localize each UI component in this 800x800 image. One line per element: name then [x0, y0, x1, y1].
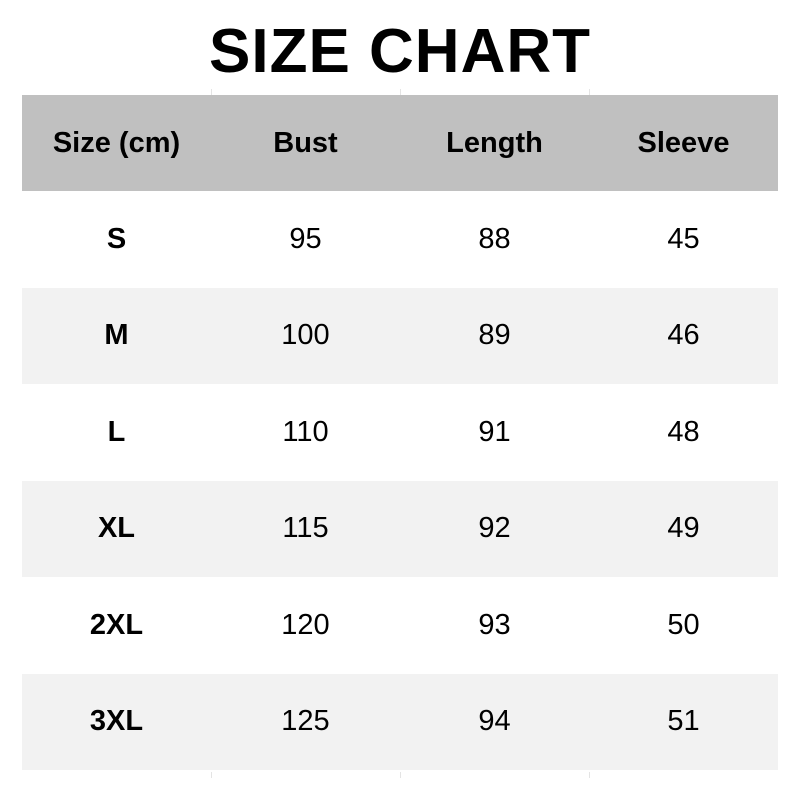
cell-length: 92	[400, 480, 589, 577]
cell-bust: 125	[211, 673, 400, 770]
table-row: S 95 88 45	[22, 191, 778, 288]
table-row: 2XL 120 93 50	[22, 577, 778, 674]
grid-tick	[211, 89, 212, 95]
cell-size: XL	[22, 480, 211, 577]
header-bust: Bust	[211, 95, 400, 191]
table-row: 3XL 125 94 51	[22, 673, 778, 770]
cell-bust: 120	[281, 608, 330, 641]
cell-length: 94	[400, 673, 589, 770]
cell-bust: 115	[211, 480, 400, 577]
header-row: Size (cm) Bust Length Sleeve	[22, 95, 778, 191]
cell-size: 3XL	[22, 673, 211, 770]
cell-bust: 110	[282, 415, 329, 448]
grid-tick	[589, 772, 590, 778]
cell-size: 2XL	[89, 608, 144, 641]
cell-bust: 100	[211, 287, 400, 384]
size-chart-table: Size (cm) Bust Length Sleeve S 95 88 45 M 100…	[22, 95, 778, 770]
cell-length: 93	[478, 608, 511, 641]
cell-sleeve: 49	[589, 480, 778, 577]
cell-size: S	[106, 222, 127, 255]
page-title: SIZE CHART	[209, 17, 591, 86]
grid-tick	[400, 772, 401, 778]
grid-tick	[211, 772, 212, 778]
cell-length: 88	[478, 222, 511, 255]
grid-tick	[589, 89, 590, 95]
cell-sleeve: 45	[667, 222, 700, 255]
cell-sleeve: 48	[667, 415, 700, 448]
cell-sleeve: 50	[667, 608, 700, 641]
cell-bust: 95	[289, 222, 322, 255]
cell-size: L	[107, 415, 126, 448]
cell-sleeve: 51	[589, 673, 778, 770]
cell-size: M	[22, 287, 211, 384]
table-row: L 110 91 48	[22, 384, 778, 481]
table-row: M 100 89 46	[22, 287, 778, 384]
cell-length: 91	[478, 415, 511, 448]
grid-tick	[400, 89, 401, 95]
cell-sleeve: 46	[589, 287, 778, 384]
header-size: Size (cm)	[22, 95, 211, 191]
cell-length: 89	[400, 287, 589, 384]
header-sleeve: Sleeve	[589, 95, 778, 191]
header-length: Length	[400, 95, 589, 191]
table-row: XL 115 92 49	[22, 480, 778, 577]
